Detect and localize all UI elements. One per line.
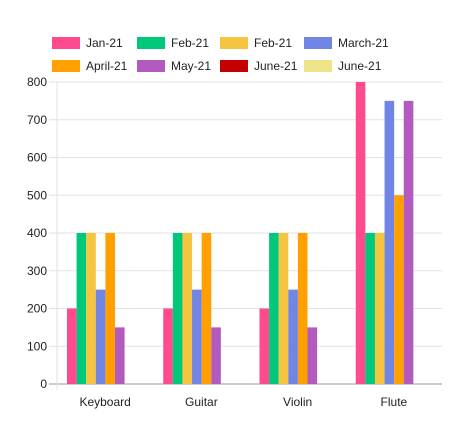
- bar-violin-feb-21: [278, 233, 289, 384]
- bar-violin-may-21: [307, 327, 318, 384]
- y-tick-label: 800: [27, 75, 47, 89]
- y-tick-label: 600: [27, 151, 47, 165]
- y-tick-label: 200: [27, 302, 47, 316]
- bar-guitar-feb-21: [182, 233, 193, 384]
- bar-violin-march-21: [288, 289, 298, 384]
- legend-label: June-21: [254, 59, 298, 73]
- bar-flute-april-21: [394, 195, 404, 384]
- bar-flute-jan-21: [355, 82, 366, 384]
- bar-violin-jan-21: [259, 308, 270, 384]
- y-tick-label: 0: [40, 377, 47, 391]
- bar-guitar-jan-21: [163, 308, 173, 384]
- bar-guitar-april-21: [201, 233, 212, 384]
- y-axis-ticks: 0 100 200 300 400 500 600 700 800: [27, 75, 47, 391]
- legend-label: Feb-21: [254, 36, 292, 50]
- bar-guitar-feb-21: [172, 233, 183, 384]
- legend-swatch: [220, 60, 248, 72]
- bar-keyboard-may-21: [115, 327, 125, 384]
- bar-flute-may-21: [403, 100, 414, 384]
- bar-guitar-march-21: [192, 289, 202, 384]
- y-tick-label: 500: [27, 188, 47, 202]
- y-tick-label: 100: [27, 339, 47, 353]
- legend-label: Jan-21: [86, 36, 123, 50]
- legend-label: April-21: [86, 59, 128, 73]
- legend-swatch: [52, 37, 80, 49]
- bar-flute-feb-21: [365, 233, 375, 384]
- bar-keyboard-march-21: [95, 289, 106, 384]
- y-tick-label: 700: [27, 113, 47, 127]
- legend-swatch: [220, 37, 248, 49]
- legend-label: June-21: [338, 59, 382, 73]
- bar-keyboard-feb-21: [86, 233, 96, 384]
- legend-swatch: [304, 60, 332, 72]
- bar-keyboard-jan-21: [67, 308, 77, 384]
- y-tick-label: 400: [27, 226, 47, 240]
- legend-swatch: [52, 60, 80, 72]
- y-tick-label: 300: [27, 264, 47, 278]
- legend-swatch: [304, 37, 332, 49]
- bar-keyboard-feb-21: [76, 233, 87, 384]
- legend-label: May-21: [171, 59, 211, 73]
- bar-flute-feb-21: [374, 233, 385, 384]
- x-tick-label: Violin: [283, 395, 312, 409]
- bar-violin-feb-21: [269, 233, 279, 384]
- x-tick-label: Flute: [381, 395, 408, 409]
- bar-guitar-may-21: [211, 327, 221, 384]
- legend-swatch: [137, 37, 165, 49]
- x-tick-label: Guitar: [185, 395, 218, 409]
- bars: [67, 82, 414, 384]
- legend-swatch: [137, 60, 165, 72]
- bar-violin-april-21: [297, 233, 308, 384]
- bar-keyboard-april-21: [105, 233, 115, 384]
- legend-label: March-21: [338, 36, 389, 50]
- x-tick-label: Keyboard: [79, 395, 130, 409]
- bar-flute-march-21: [384, 100, 395, 384]
- x-axis-ticks: Keyboard Guitar Violin Flute: [79, 395, 407, 409]
- legend-label: Feb-21: [171, 36, 209, 50]
- legend: Jan-21 Feb-21 Feb-21 March-21 April-21 May-21…: [52, 36, 389, 73]
